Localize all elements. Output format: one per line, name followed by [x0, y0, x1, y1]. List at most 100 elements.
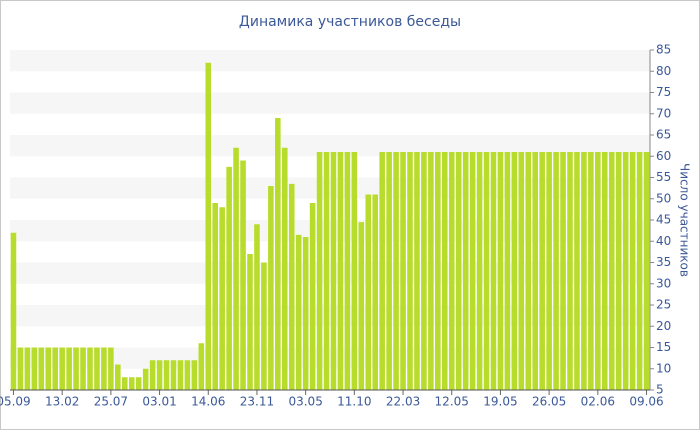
bar [233, 147, 239, 390]
bar [316, 152, 323, 390]
y-tick-label: 55 [656, 170, 671, 184]
bar [302, 237, 309, 390]
bar [94, 347, 100, 390]
grid-band [10, 92, 650, 114]
bar [31, 347, 38, 390]
bar [59, 347, 65, 390]
chart-title: Динамика участников беседы [239, 14, 461, 30]
bar [66, 347, 72, 390]
bar [170, 360, 177, 390]
bar [17, 347, 24, 390]
bar [205, 62, 212, 390]
bar [247, 254, 253, 390]
bar [358, 222, 365, 390]
bar [421, 152, 427, 390]
bar [52, 347, 58, 390]
bar [442, 152, 448, 390]
bar [372, 194, 378, 390]
bar [45, 347, 52, 390]
bar [330, 152, 337, 390]
y-tick-label: 30 [656, 276, 671, 290]
y-axis-title: Число участников [678, 163, 692, 277]
x-tick-label: 03.01 [142, 395, 176, 409]
bar [38, 347, 45, 390]
bar [469, 152, 476, 390]
bar [525, 152, 532, 390]
bar [615, 152, 622, 390]
bar [337, 152, 344, 390]
bar [149, 360, 156, 390]
bar [560, 152, 566, 390]
bar [435, 152, 441, 390]
bar [532, 152, 538, 390]
grid-band [10, 305, 650, 327]
x-tick-label: 05.09 [0, 395, 31, 409]
x-tick-label: 25.07 [94, 395, 128, 409]
y-tick-label: 10 [656, 361, 671, 375]
grid-band [10, 50, 650, 72]
bar [122, 377, 128, 390]
y-tick-label: 85 [656, 43, 671, 57]
bar [636, 152, 643, 390]
bar [608, 152, 615, 390]
bar [10, 232, 17, 390]
bar [184, 360, 191, 390]
grid-band [10, 262, 650, 284]
bar [344, 152, 351, 390]
y-tick-label: 80 [656, 64, 671, 78]
bar [101, 347, 107, 390]
x-tick-label: 26.05 [532, 395, 566, 409]
bar [282, 147, 288, 390]
bar [163, 360, 170, 390]
bar [219, 207, 225, 390]
bar [504, 152, 511, 390]
y-tick-label: 45 [656, 213, 671, 227]
bar [365, 194, 372, 390]
bar [295, 234, 302, 390]
bar [115, 364, 121, 390]
bar [448, 152, 455, 390]
bar [379, 152, 385, 390]
bar [254, 224, 260, 390]
y-tick-label: 25 [656, 298, 671, 312]
x-tick-label: 14.06 [191, 395, 225, 409]
y-tick-label: 40 [656, 234, 671, 248]
bar [212, 203, 218, 390]
bar [24, 347, 31, 390]
bar [226, 166, 232, 390]
bar [275, 118, 281, 390]
y-tick-label: 65 [656, 128, 671, 142]
y-tick-label: 5 [656, 383, 664, 397]
bar [546, 152, 552, 390]
bands [10, 50, 650, 369]
bar [309, 203, 316, 390]
bar [240, 160, 246, 390]
x-tick-label: 19.05 [483, 395, 517, 409]
bar [553, 152, 559, 390]
bar [518, 152, 525, 390]
x-tick-label: 23.11 [240, 395, 274, 409]
bar [455, 152, 462, 390]
bar [643, 152, 650, 390]
y-tick-label: 50 [656, 191, 671, 205]
y-tick-label: 15 [656, 340, 671, 354]
bar [268, 186, 274, 390]
bar [490, 152, 497, 390]
y-tick-label: 20 [656, 319, 671, 333]
bar [198, 343, 205, 390]
bar [581, 152, 587, 390]
y-tick-label: 60 [656, 149, 671, 163]
bar [261, 262, 267, 390]
bar [539, 152, 545, 390]
x-tick-label: 11.10 [337, 395, 371, 409]
y-tick-label: 70 [656, 106, 671, 120]
bar [73, 347, 79, 390]
bar [428, 152, 434, 390]
bar [629, 152, 636, 390]
bar [462, 152, 469, 390]
x-tick-label: 13.02 [45, 395, 79, 409]
grid-band [10, 135, 650, 157]
bar [602, 152, 608, 390]
bar [497, 152, 504, 390]
